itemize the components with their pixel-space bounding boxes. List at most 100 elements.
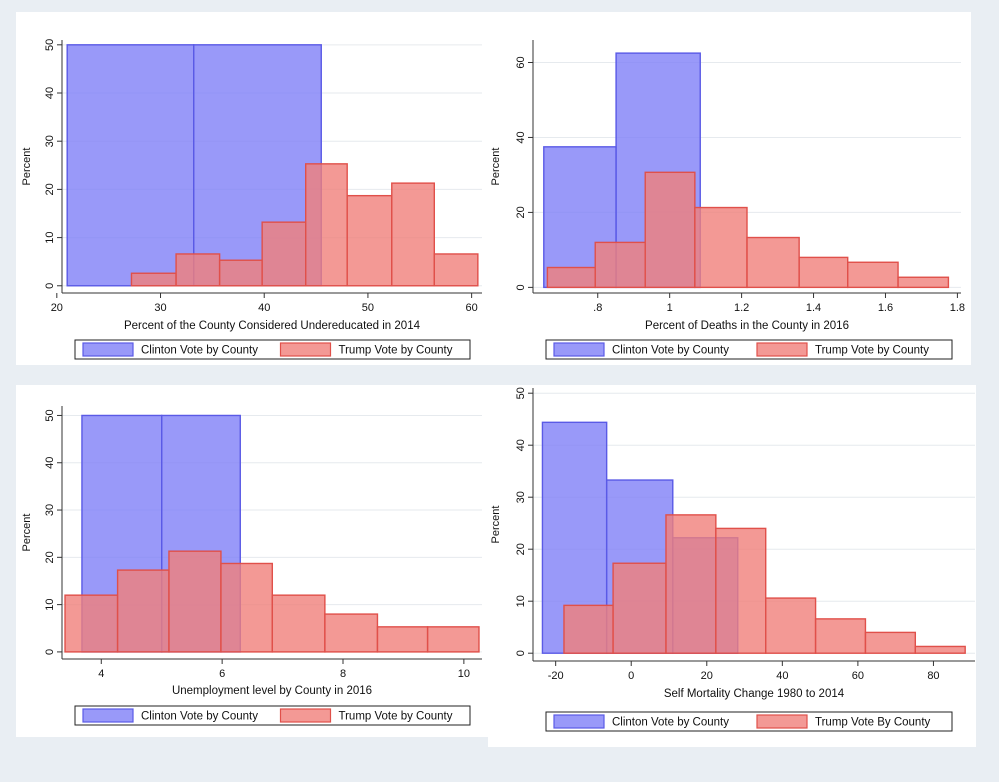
- x-tick-label: 1.2: [734, 302, 749, 314]
- legend-box: [74, 705, 471, 726]
- trump-series: [64, 550, 480, 653]
- trump-legend-label: Trump Vote by County: [339, 345, 453, 357]
- y-tick-label: 0: [44, 283, 56, 289]
- trump-bar: [546, 266, 596, 289]
- legend-box: [74, 339, 471, 360]
- y-tick-label: 10: [44, 598, 56, 610]
- y-axis-label: Percent: [490, 506, 502, 544]
- trump-bar: [376, 626, 429, 653]
- trump-legend-label: Trump Vote by County: [339, 711, 453, 723]
- y-tick-label: 0: [44, 649, 56, 655]
- trump-bar: [798, 256, 849, 289]
- chart-panel-3: 0 10 20 30 40 50 4 6 8 10 Percent Unemployment leve…: [16, 385, 496, 737]
- x-tick-label: 40: [776, 670, 788, 682]
- trump-bar: [665, 514, 717, 654]
- trump-bar: [168, 550, 222, 653]
- trump-bar: [175, 253, 221, 287]
- clinton-legend-label: Clinton Vote by County: [612, 717, 729, 729]
- legend: Clinton Vote by County Trump Vote By Coun…: [545, 711, 953, 732]
- trump-legend-swatch: [279, 342, 332, 357]
- trump-bar: [847, 261, 899, 289]
- trump-series: [130, 163, 479, 287]
- clinton-legend-swatch: [82, 708, 134, 723]
- y-tick-label: 30: [44, 504, 56, 516]
- clinton-legend-swatch: [553, 714, 605, 729]
- trump-bar: [644, 171, 696, 289]
- y-tick-label: 30: [515, 491, 527, 503]
- y-tick-label: 10: [44, 231, 56, 243]
- trump-bar: [305, 163, 348, 287]
- y-tick-label: 30: [44, 135, 56, 147]
- legend: Clinton Vote by County Trump Vote by Coun…: [74, 339, 471, 360]
- x-tick-label: 50: [362, 302, 374, 314]
- y-tick-label: 20: [44, 183, 56, 195]
- y-tick-label: 40: [515, 439, 527, 451]
- clinton-legend-label: Clinton Vote by County: [612, 345, 729, 357]
- x-tick-label: 8: [340, 668, 346, 680]
- x-axis-label: Percent of the County Considered Undered…: [124, 320, 421, 332]
- x-axis-label: Self Mortality Change 1980 to 2014: [664, 688, 845, 700]
- trump-bar: [746, 236, 800, 289]
- trump-bar: [914, 645, 966, 654]
- x-tick-label: 6: [219, 668, 225, 680]
- x-tick-label: .8: [593, 302, 602, 314]
- y-tick-label: 60: [515, 56, 527, 68]
- legend: Clinton Vote by County Trump Vote by Coun…: [545, 339, 953, 360]
- y-tick-label: 20: [44, 551, 56, 563]
- y-tick-label: 40: [44, 87, 56, 99]
- x-tick-label: 0: [628, 670, 634, 682]
- trump-legend-swatch: [756, 342, 808, 357]
- x-tick-label: 4: [98, 668, 104, 680]
- trump-series: [563, 514, 966, 654]
- clinton-legend-label: Clinton Vote by County: [141, 711, 258, 723]
- trump-bar: [715, 527, 767, 654]
- y-tick-label: 50: [44, 409, 56, 421]
- y-tick-label: 0: [515, 284, 527, 290]
- x-tick-label: 20: [51, 302, 63, 314]
- trump-bar: [64, 594, 119, 653]
- trump-bar: [426, 626, 480, 653]
- trump-bar: [220, 562, 274, 653]
- x-tick-label: 20: [701, 670, 713, 682]
- legend-box: [545, 339, 953, 360]
- x-tick-label: 1.4: [806, 302, 821, 314]
- x-tick-label: -20: [548, 670, 564, 682]
- legend: Clinton Vote by County Trump Vote by Coun…: [74, 705, 471, 726]
- y-tick-label: 0: [515, 650, 527, 656]
- trump-bar: [130, 272, 177, 287]
- trump-bar: [218, 259, 263, 287]
- clinton-series: [66, 44, 322, 287]
- chart-panel-1: 0 10 20 30 40 50 20 30 40 50 60 Percent Percent of t…: [16, 12, 496, 365]
- trump-bar: [116, 569, 170, 653]
- clinton-bar: [66, 44, 195, 287]
- x-tick-label: 80: [927, 670, 939, 682]
- x-tick-label: 1.6: [878, 302, 893, 314]
- x-tick-label: 10: [458, 668, 470, 680]
- y-tick-label: 40: [515, 131, 527, 143]
- y-tick-label: 20: [515, 206, 527, 218]
- trump-bar: [324, 613, 379, 653]
- x-axis-label: Percent of Deaths in the County in 2016: [645, 320, 849, 332]
- trump-bar: [612, 562, 667, 654]
- clinton-legend-swatch: [553, 342, 605, 357]
- x-tick-label: 40: [258, 302, 270, 314]
- trump-bar: [694, 206, 748, 289]
- trump-bar: [271, 594, 326, 653]
- trump-legend-swatch: [756, 714, 808, 729]
- trump-legend-swatch: [279, 708, 332, 723]
- y-tick-label: 50: [44, 39, 56, 51]
- clinton-legend-swatch: [82, 342, 134, 357]
- y-tick-label: 20: [515, 543, 527, 555]
- x-tick-label: 1: [667, 302, 673, 314]
- trump-legend-label: Trump Vote by County: [815, 345, 929, 357]
- chart-panel-4: 0 10 20 30 40 50 -20 0 20 40 60 80 Percent Self Morta…: [488, 385, 976, 747]
- y-tick-label: 40: [44, 457, 56, 469]
- y-tick-label: 50: [515, 387, 527, 399]
- x-axis-label: Unemployment level by County in 2016: [172, 685, 372, 697]
- y-tick-label: 10: [515, 595, 527, 607]
- clinton-legend-label: Clinton Vote by County: [141, 345, 258, 357]
- x-tick-label: 60: [466, 302, 478, 314]
- trump-bar: [765, 597, 817, 654]
- trump-legend-label: Trump Vote By County: [815, 717, 931, 729]
